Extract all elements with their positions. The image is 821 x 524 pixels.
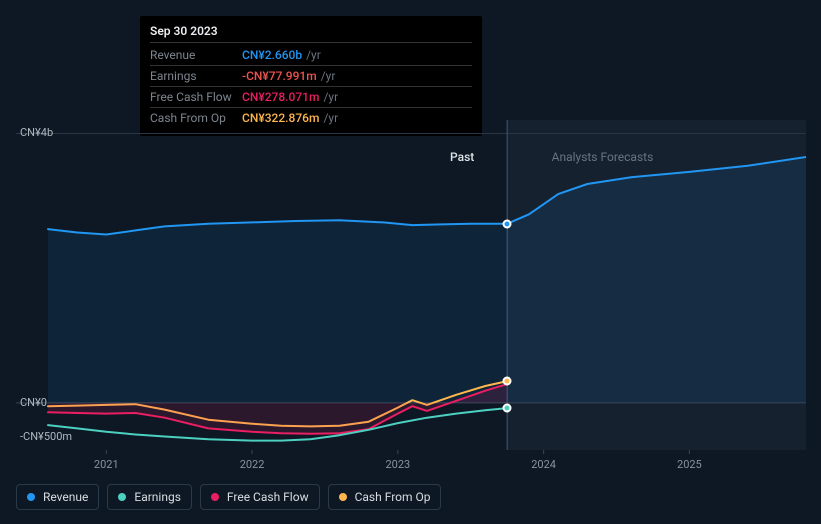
legend-dot-icon — [211, 493, 219, 501]
tooltip-unit: /yr — [306, 47, 321, 63]
y-axis-label: -CN¥500m — [20, 430, 72, 443]
tooltip-value: -CN¥77.991m — [242, 68, 317, 84]
past-label: Past — [450, 150, 474, 164]
chart-tooltip: Sep 30 2023 RevenueCN¥2.660b/yrEarnings-… — [140, 16, 482, 136]
legend-item-revenue[interactable]: Revenue — [16, 484, 99, 510]
legend-item-earnings[interactable]: Earnings — [107, 484, 192, 510]
tooltip-value: CN¥278.071m — [242, 89, 319, 105]
marker-cash_from_op — [503, 377, 512, 386]
x-axis-label: 2022 — [240, 458, 265, 471]
marker-revenue — [503, 219, 512, 228]
x-axis-label: 2021 — [94, 458, 119, 471]
tooltip-unit: /yr — [323, 89, 338, 105]
tooltip-row: Free Cash FlowCN¥278.071m/yr — [150, 87, 472, 108]
y-axis-label: CN¥4b — [20, 126, 53, 139]
tooltip-key: Earnings — [150, 68, 242, 84]
legend-dot-icon — [339, 493, 347, 501]
tooltip-key: Revenue — [150, 47, 242, 63]
x-axis-label: 2023 — [385, 458, 410, 471]
tooltip-date: Sep 30 2023 — [150, 24, 472, 43]
marker-earnings — [503, 404, 512, 413]
x-axis-label: 2024 — [531, 458, 556, 471]
tooltip-value: CN¥2.660b — [242, 47, 302, 63]
legend-label: Free Cash Flow — [227, 490, 309, 504]
chart-legend: Revenue Earnings Free Cash Flow Cash From O… — [16, 484, 441, 510]
y-axis-label: CN¥0 — [20, 396, 47, 409]
x-axis-label: 2025 — [677, 458, 702, 471]
legend-label: Earnings — [134, 490, 181, 504]
tooltip-unit: /yr — [321, 68, 336, 84]
forecast-label: Analysts Forecasts — [552, 150, 654, 164]
legend-label: Cash From Op — [355, 490, 431, 504]
tooltip-row: Earnings-CN¥77.991m/yr — [150, 66, 472, 87]
legend-dot-icon — [118, 493, 126, 501]
legend-item-free_cash_flow[interactable]: Free Cash Flow — [200, 484, 320, 510]
legend-label: Revenue — [43, 490, 88, 504]
tooltip-row: RevenueCN¥2.660b/yr — [150, 45, 472, 66]
financial-chart[interactable]: CN¥4bCN¥0-CN¥500m 20212022202320242025 P… — [16, 120, 806, 460]
tooltip-key: Free Cash Flow — [150, 89, 242, 105]
legend-dot-icon — [27, 493, 35, 501]
legend-item-cash_from_op[interactable]: Cash From Op — [328, 484, 442, 510]
